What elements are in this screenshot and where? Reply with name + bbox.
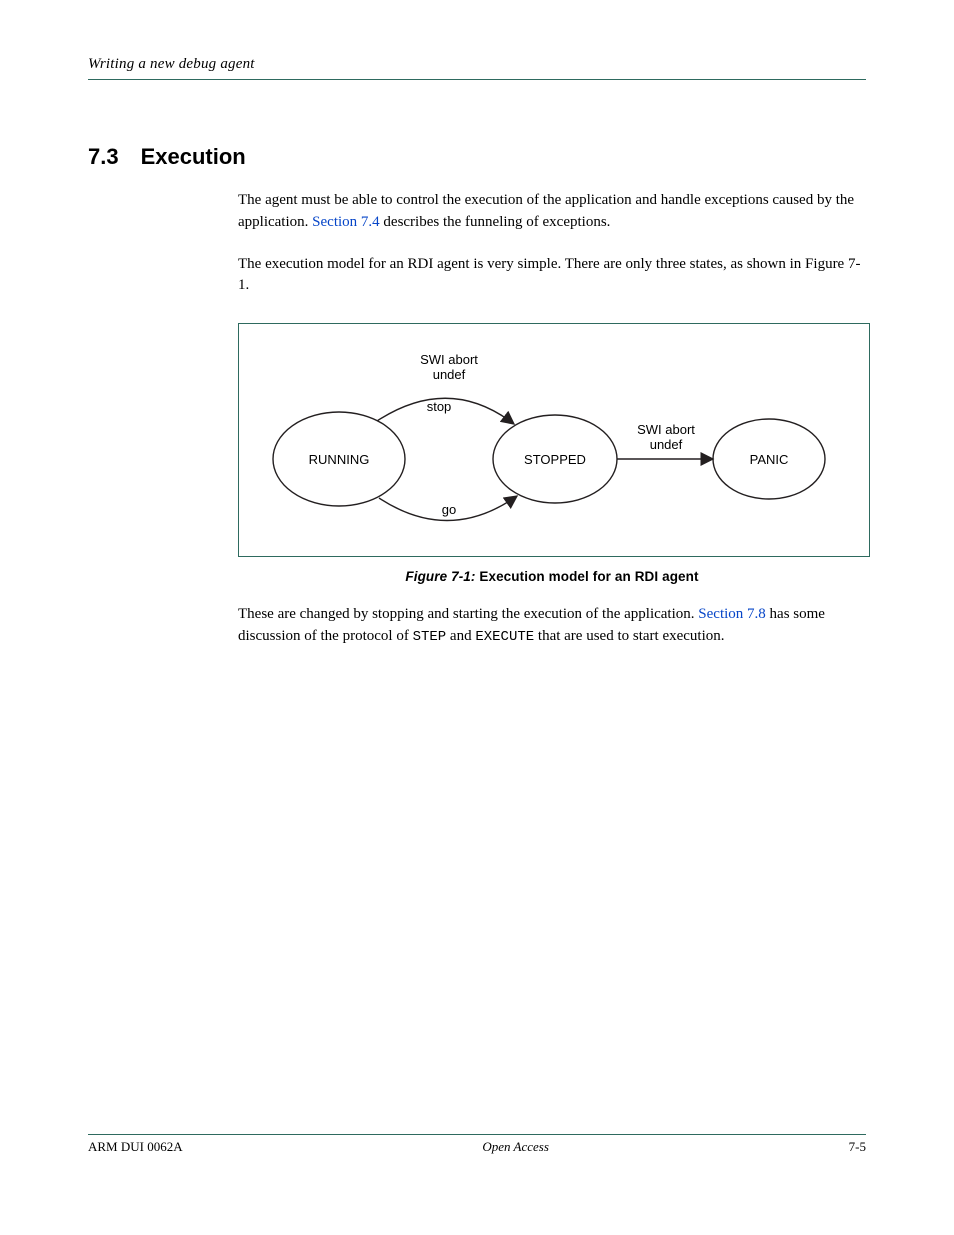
- state-diagram-svg: RUNNING STOPPED PANIC SWI abort undef st…: [239, 324, 871, 558]
- section-title: Execution: [141, 144, 246, 170]
- page-header-title: Writing a new debug agent: [88, 56, 866, 73]
- footer-center: Open Access: [482, 1139, 549, 1155]
- footer-rule: [88, 1134, 866, 1135]
- node-panic-label: PANIC: [750, 452, 789, 467]
- edge-mid-label-line2: undef: [650, 437, 683, 452]
- p1-link-section74[interactable]: Section 7.4: [312, 214, 380, 230]
- page-footer: ARM DUI 0062A Open Access 7-5: [88, 1134, 866, 1155]
- paragraph-2: The execution model for an RDI agent is …: [238, 254, 866, 298]
- edge-top-label-line1: SWI abort: [420, 352, 478, 367]
- edge-stop-label: stop: [427, 399, 452, 414]
- edge-go-label: go: [442, 502, 456, 517]
- edge-top-label-line2: undef: [433, 367, 466, 382]
- figure-caption-lead: Figure 7-1:: [405, 569, 475, 584]
- figure-caption: Figure 7-1: Execution model for an RDI a…: [238, 569, 866, 584]
- paragraph-1: The agent must be able to control the ex…: [238, 190, 866, 234]
- p3-code-execute: EXECUTE: [475, 629, 534, 645]
- p1-text-b: describes the funneling of exceptions.: [380, 214, 611, 230]
- edge-mid-label-line1: SWI abort: [637, 422, 695, 437]
- header-rule: [88, 79, 866, 80]
- section-number: 7.3: [88, 144, 119, 170]
- node-running-label: RUNNING: [309, 452, 370, 467]
- p3-link-section78[interactable]: Section 7.8: [698, 606, 766, 622]
- figure-frame: RUNNING STOPPED PANIC SWI abort undef st…: [238, 323, 870, 557]
- p3-text-d: that are used to start execution.: [534, 628, 724, 644]
- section-heading: 7.3 Execution: [88, 144, 866, 170]
- paragraph-3: These are changed by stopping and starti…: [238, 604, 866, 648]
- node-stopped-label: STOPPED: [524, 452, 586, 467]
- figure-caption-rest: Execution model for an RDI agent: [476, 569, 699, 584]
- p3-text-a: These are changed by stopping and starti…: [238, 606, 698, 622]
- p3-code-step: STEP: [413, 629, 447, 645]
- footer-right: 7-5: [849, 1139, 866, 1155]
- p3-text-c: and: [446, 628, 475, 644]
- footer-left: ARM DUI 0062A: [88, 1139, 183, 1155]
- body-content: The agent must be able to control the ex…: [238, 190, 866, 648]
